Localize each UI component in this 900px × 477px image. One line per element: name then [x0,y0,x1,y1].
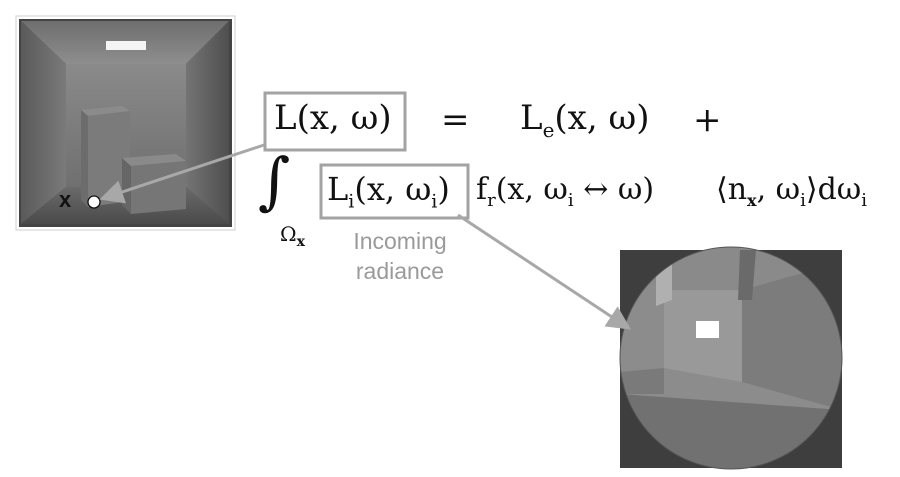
arrow-to-point-x [99,143,265,204]
domain-symbol: Ω [280,222,297,246]
incoming-symbol: L [327,170,349,208]
incoming-label-line1: Incoming [353,228,447,254]
point-x-marker [87,195,101,209]
cos-rest: , ω [756,172,801,207]
emitted-subscript: e [542,117,555,142]
emitted-radiance-term: Le(x, ω) [520,98,649,142]
point-x-label: x [59,187,72,212]
plus-sign: + [693,100,722,140]
short-block [122,154,186,214]
equals-sign: = [441,100,470,140]
integral-sign: ∫ [258,144,291,217]
incoming-close: ) [437,170,450,208]
brdf-args: (x, ω [495,172,568,207]
cosine-term: ⟨nx, ωi⟩dωi [716,172,867,211]
arrow-to-fisheye [457,213,632,330]
incoming-radiance-label: Incoming radiance [340,226,460,286]
cos-open: ⟨n [716,172,748,207]
fisheye-render [619,246,843,470]
outgoing-radiance-box [263,91,407,152]
brdf-symbol: f [476,172,488,207]
incoming-subscript: i [348,190,355,213]
emitted-args: (x, ω) [554,98,650,138]
outgoing-radiance-term: L(x, ω) [274,98,392,138]
incoming-radiance-box [319,163,470,220]
cos-rest-subscript: i [800,190,806,211]
measure-subscript: i [861,190,868,211]
brdf-term: fr(x, ωi ↔ ω) [476,172,654,211]
brdf-subscript: r [487,190,496,211]
cos-close: ⟩dω [805,172,862,207]
cornell-box-render [15,15,236,231]
incoming-label-line2: radiance [355,258,445,284]
cos-normal-subscript: x [747,191,757,210]
brdf-rest: ↔ ω) [573,172,655,207]
domain-subscript: x [296,234,305,250]
emitted-symbol: L [520,98,543,138]
integral-domain: Ωx [280,222,305,250]
brdf-args-subscript: i [567,190,574,211]
incoming-radiance-term: Li(x, ωi) [327,170,450,212]
incoming-args: (x, ω [354,170,432,208]
incoming-args-subscript: i [431,190,438,213]
